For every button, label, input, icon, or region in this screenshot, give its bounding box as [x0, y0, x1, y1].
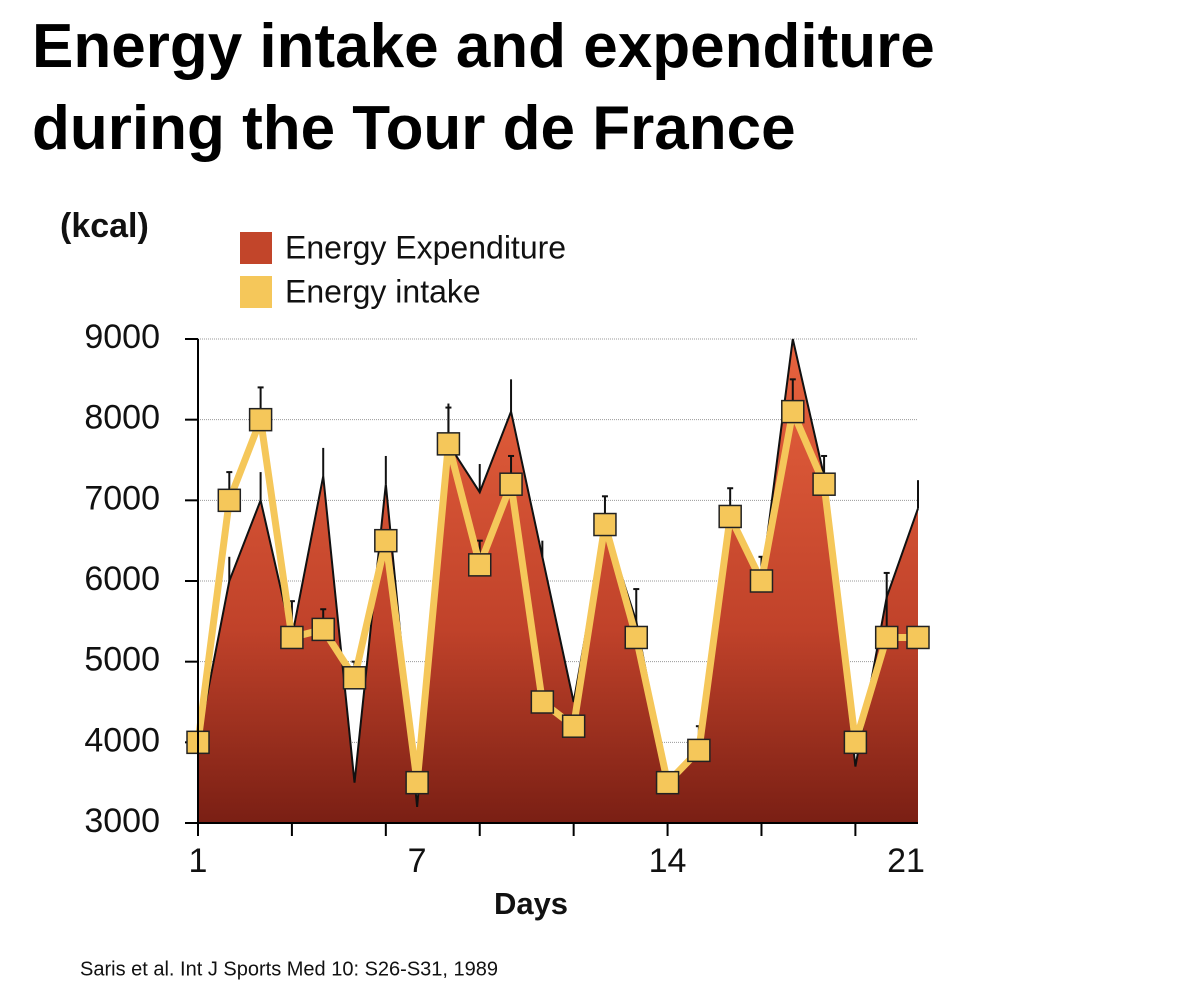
expenditure-outline: [197, 338, 919, 807]
intake-marker: [874, 625, 899, 650]
chart-title: Energy intake and expenditure during the…: [32, 12, 935, 163]
intake-marker: [718, 504, 742, 529]
intake-marker: [906, 625, 930, 650]
y-tick-label: 5000: [84, 641, 160, 679]
intake-marker: [593, 512, 617, 537]
expenditure-area: [198, 339, 918, 823]
intake-marker: [248, 407, 273, 432]
x-axis-label: Days: [494, 886, 568, 921]
intake-marker: [781, 399, 805, 424]
legend-label: Energy Expenditure: [285, 229, 566, 265]
legend-swatch: [240, 276, 272, 308]
y-tick-label: 9000: [84, 318, 160, 356]
y-tick-label: 7000: [84, 479, 160, 517]
x-tick-label: 21: [887, 842, 925, 880]
intake-marker: [749, 569, 774, 593]
legend-swatch: [240, 232, 272, 264]
intake-marker: [280, 625, 304, 650]
y-axis-label: (kcal): [60, 207, 149, 245]
intake-marker: [217, 488, 242, 513]
x-tick-label: 14: [649, 842, 687, 880]
x-tick-label: 7: [408, 842, 427, 880]
intake-marker: [467, 553, 492, 577]
legend-label: Energy intake: [285, 273, 481, 309]
intake-marker: [687, 738, 711, 763]
y-tick-label: 6000: [84, 560, 160, 598]
source-note: Saris et al. Int J Sports Med 10: S26-S3…: [80, 958, 498, 980]
y-tick-label: 4000: [84, 721, 160, 759]
x-tick-label: 1: [189, 842, 208, 880]
intake-marker: [405, 770, 429, 795]
intake-marker: [342, 666, 367, 690]
intake-marker: [436, 432, 461, 456]
y-tick-label: 8000: [84, 399, 160, 437]
intake-marker: [530, 690, 555, 714]
intake-marker: [311, 617, 335, 642]
intake-marker: [561, 714, 586, 738]
intake-marker: [655, 770, 680, 795]
intake-marker: [812, 472, 836, 496]
intake-marker: [499, 472, 523, 496]
intake-marker: [374, 528, 398, 553]
y-tick-label: 3000: [84, 802, 160, 840]
intake-marker: [843, 730, 868, 755]
intake-marker: [624, 625, 649, 650]
